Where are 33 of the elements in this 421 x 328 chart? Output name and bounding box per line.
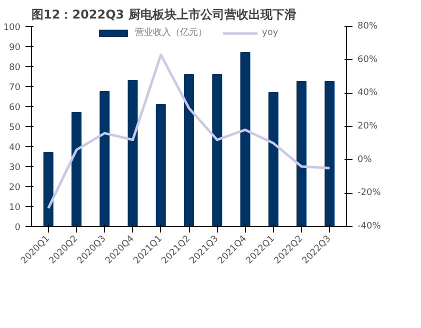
- bar: [128, 80, 138, 226]
- legend-label: yoy: [262, 28, 280, 38]
- y2-tick-label: 80%: [358, 22, 378, 32]
- y2-tick-label: -20%: [358, 188, 382, 198]
- y2-tick-label: 40%: [358, 88, 378, 98]
- y2-tick-label: 0%: [358, 154, 372, 165]
- y-tick-label: 20: [9, 183, 21, 193]
- y-tick-label: 0: [14, 223, 21, 233]
- chart-title: 图12：2022Q3 厨电板块上市公司营收出现下滑: [32, 8, 296, 22]
- bar: [324, 81, 335, 226]
- y-tick-label: 10: [9, 203, 21, 213]
- bar: [240, 52, 250, 226]
- legend-label: 营业收入（亿元）: [135, 26, 207, 39]
- y-tick-label: 70: [9, 83, 21, 93]
- bar: [100, 91, 110, 226]
- y-tick-label: 100: [3, 23, 21, 33]
- y2-tick-label: -40%: [358, 222, 382, 232]
- bar: [43, 152, 54, 226]
- y-tick-label: 60: [9, 103, 21, 113]
- y-tick-label: 50: [9, 123, 21, 133]
- y-tick-label: 90: [9, 43, 21, 53]
- bar: [296, 81, 306, 226]
- y-tick-label: 40: [9, 143, 21, 153]
- line-series: [47, 54, 331, 210]
- y-tick-label: 30: [9, 163, 21, 173]
- bar: [268, 92, 278, 226]
- bar: [212, 74, 222, 226]
- bar: [184, 74, 194, 226]
- bar: [156, 104, 166, 226]
- y-tick-label: 80: [9, 63, 21, 73]
- y2-tick-label: 20%: [358, 122, 378, 132]
- bar: [72, 112, 82, 226]
- y2-tick-label: 60%: [358, 54, 378, 65]
